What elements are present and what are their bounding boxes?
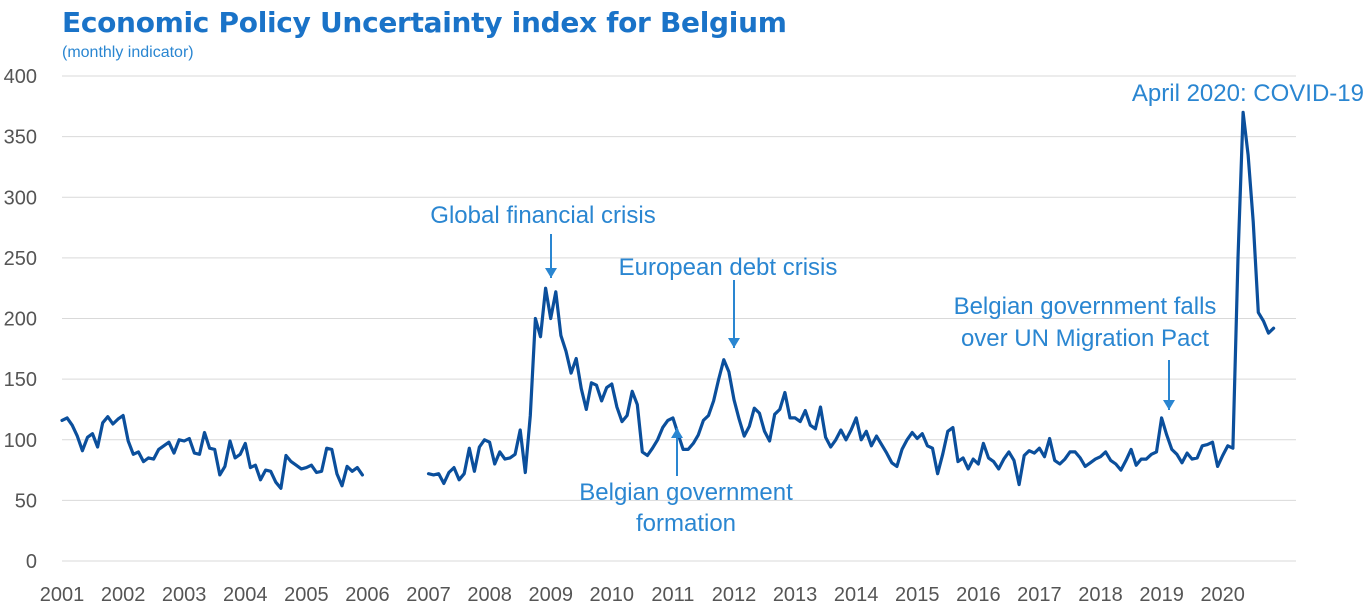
annotation-arrow-head xyxy=(1163,400,1175,410)
x-tick-label: 2002 xyxy=(101,584,146,606)
x-tick-label: 2012 xyxy=(712,584,757,606)
x-tick-label: 2011 xyxy=(651,584,694,606)
annotations: Global financial crisis European debt cri… xyxy=(430,80,1364,537)
x-tick-label: 2008 xyxy=(467,584,512,606)
x-tick-label: 2001 xyxy=(40,584,85,606)
annotation-label: Belgian government xyxy=(579,479,793,506)
y-tick-label: 150 xyxy=(4,369,37,391)
gridlines xyxy=(62,75,1296,562)
annotation-label-line2: over UN Migration Pact xyxy=(961,325,1209,352)
annotation-arrow-head xyxy=(728,338,740,348)
x-tick-label: 2010 xyxy=(590,584,635,606)
y-axis-ticks: 0 50 100 150 200 250 300 350 400 xyxy=(4,66,37,573)
x-tick-label: 2016 xyxy=(956,584,1001,606)
annotation-arrow-head xyxy=(671,428,683,438)
x-tick-label: 2018 xyxy=(1078,584,1123,606)
series-lines xyxy=(60,110,1276,490)
x-tick-label: 2004 xyxy=(223,584,268,606)
annotation-label: European debt crisis xyxy=(619,254,838,281)
annotation-label: Belgian government falls xyxy=(954,293,1217,320)
y-tick-label: 0 xyxy=(26,551,37,573)
y-tick-label: 50 xyxy=(15,490,37,512)
x-tick-label: 2009 xyxy=(528,584,573,606)
annotation-label: April 2020: COVID-19 xyxy=(1132,80,1364,107)
x-tick-label: 2005 xyxy=(284,584,329,606)
series-line-segment-1 xyxy=(60,413,364,490)
x-tick-label: 2013 xyxy=(773,584,818,606)
chart-subtitle: (monthly indicator) xyxy=(62,44,194,61)
x-axis-ticks: 2001 2002 2003 2004 2005 2006 2007 2008 2009 2010… xyxy=(40,584,1245,606)
x-tick-label: 2017 xyxy=(1017,584,1062,606)
y-tick-label: 300 xyxy=(4,187,37,209)
x-tick-label: 2019 xyxy=(1139,584,1184,606)
y-tick-label: 100 xyxy=(4,430,37,452)
annotation-arrow-head xyxy=(545,268,557,278)
annotation-label-line2: formation xyxy=(636,510,736,537)
annotation-label: Global financial crisis xyxy=(430,202,655,229)
x-tick-label: 2007 xyxy=(406,584,451,606)
x-tick-label: 2006 xyxy=(345,584,390,606)
y-tick-label: 200 xyxy=(4,309,37,331)
x-tick-label: 2020 xyxy=(1200,584,1245,606)
y-tick-label: 250 xyxy=(4,248,37,270)
series-line-segment-2 xyxy=(426,110,1276,487)
x-tick-label: 2014 xyxy=(834,584,879,606)
x-tick-label: 2003 xyxy=(162,584,207,606)
x-tick-label: 2015 xyxy=(895,584,940,606)
y-tick-label: 350 xyxy=(4,127,37,149)
y-tick-label: 400 xyxy=(4,66,37,88)
chart-title: Economic Policy Uncertainty index for Be… xyxy=(62,6,787,39)
